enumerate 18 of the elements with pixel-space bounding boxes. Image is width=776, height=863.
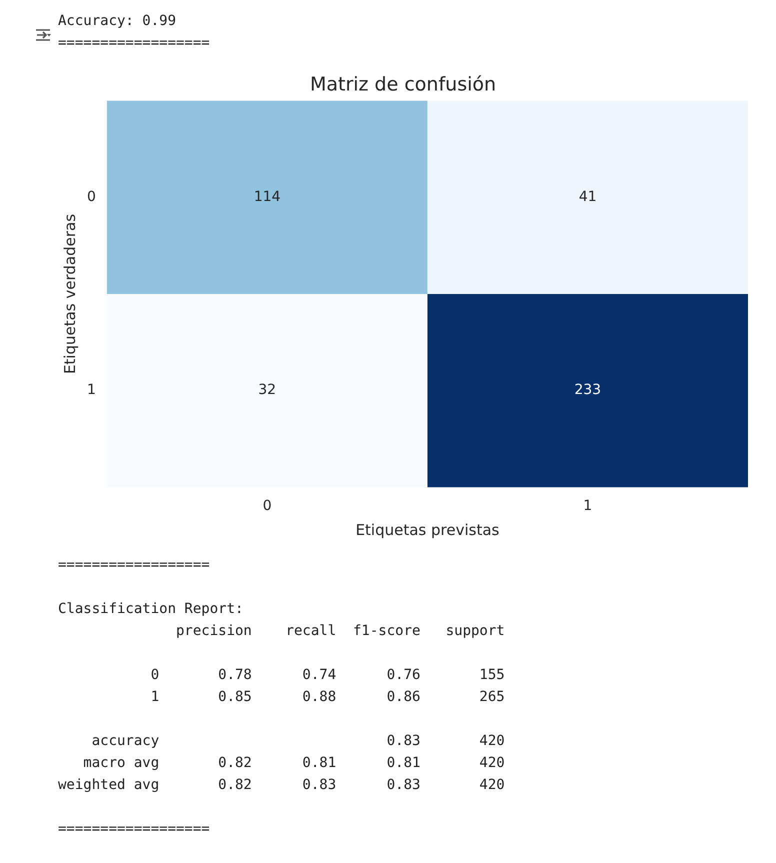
data-label: 41 [578,189,597,206]
data-label: 233 [574,382,602,398]
text: precision recall f1-score support [175,622,506,641]
text: 0 0.78 0.74 0.76 155 [150,666,506,685]
text: Classification Report: [58,600,244,619]
text: weighted avg 0.82 0.83 0.83 420 [58,776,506,795]
chart-title: Matriz de confusión [310,73,496,96]
text: ================== [58,556,211,575]
data-label: 114 [254,189,281,206]
data-label: 32 [258,382,276,398]
text: ================== [58,820,211,839]
y-axis-title: Etiquetas verdaderas [60,214,79,374]
text: ================== [58,34,211,53]
text: accuracy 0.83 420 [90,732,506,751]
text: 1 0.85 0.88 0.86 265 [150,688,506,707]
text: Accuracy: 0.99 [58,12,178,31]
text: macro avg 0.82 0.81 0.81 420 [82,754,506,773]
x-axis-title: Etiquetas previstas [356,520,500,539]
